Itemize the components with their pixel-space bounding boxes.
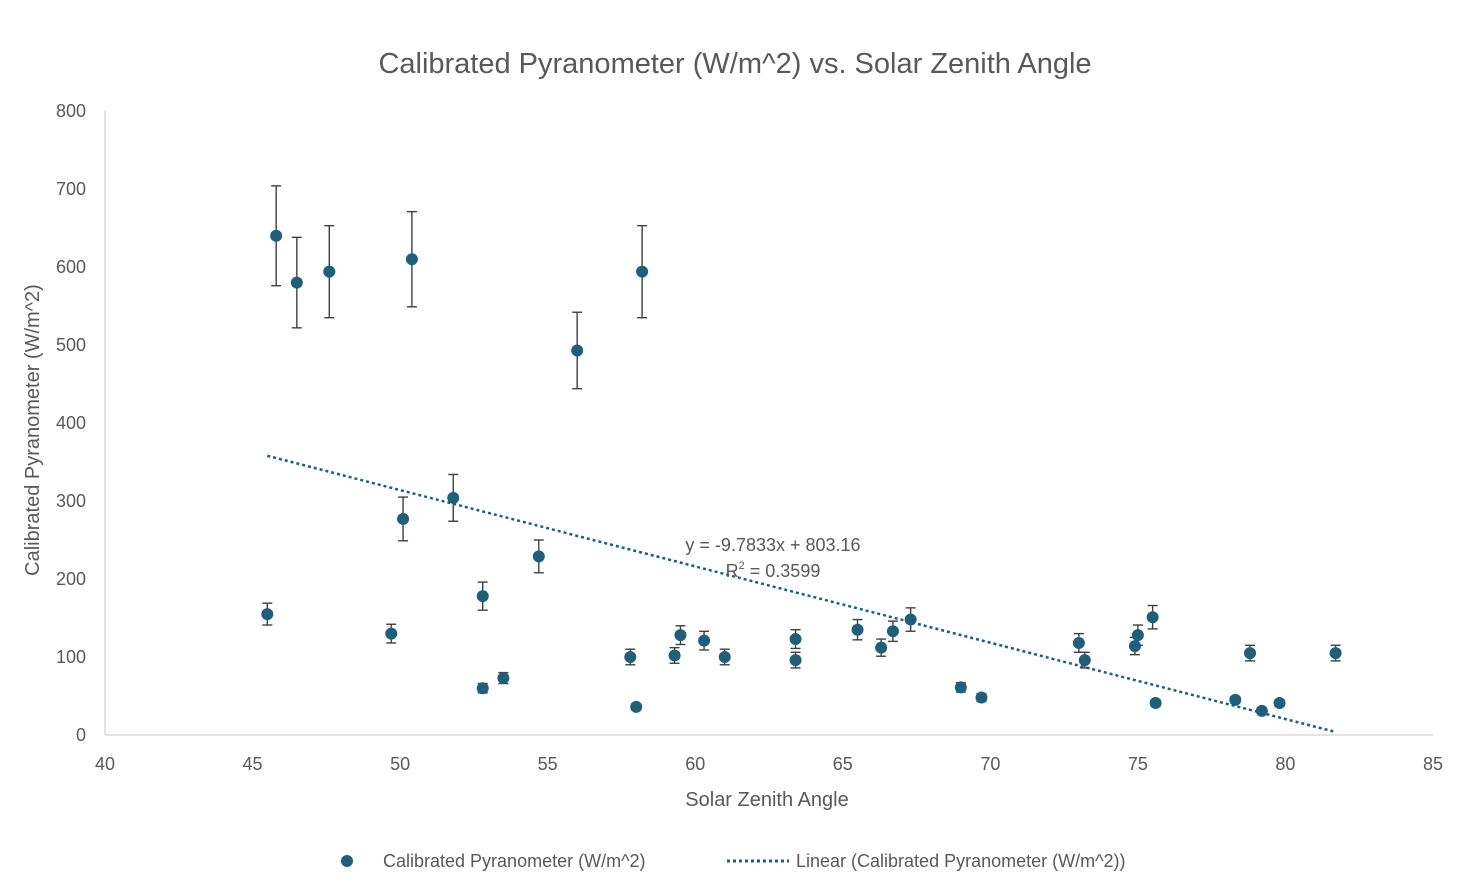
y-tick-label: 200: [56, 569, 86, 589]
legend-marker-series: [341, 855, 353, 867]
y-axis-title: Calibrated Pyranometer (W/m^2): [22, 284, 44, 576]
data-point: [1128, 640, 1141, 653]
data-point: [1146, 611, 1159, 624]
data-point: [476, 590, 489, 603]
trendline-r-squared: R2 = 0.3599: [726, 560, 821, 581]
trendline-equation: y = -9.7833x + 803.16: [685, 535, 860, 555]
data-point: [636, 265, 649, 278]
data-point: [323, 265, 336, 278]
axes: [104, 111, 1433, 736]
data-point: [1255, 704, 1268, 717]
data-point: [851, 623, 864, 636]
data-point: [789, 633, 802, 646]
data-point: [1244, 647, 1257, 660]
data-point: [497, 672, 510, 685]
data-point: [718, 651, 731, 663]
data-point: [975, 691, 988, 704]
chart-title: Calibrated Pyranometer (W/m^2) vs. Solar…: [378, 48, 1091, 80]
x-axis-title: Solar Zenith Angle: [685, 789, 848, 811]
data-point: [405, 253, 418, 266]
data-point: [886, 625, 899, 638]
x-tick-label: 55: [538, 754, 558, 774]
trendline: [266, 454, 1336, 734]
y-tick-label: 100: [56, 647, 86, 667]
y-tick-labels: 0 100 200 300 400 500 600 700 800: [56, 101, 86, 745]
data-point: [904, 613, 917, 626]
data-point: [1072, 636, 1085, 649]
y-tick-label: 500: [56, 335, 86, 355]
data-point: [789, 654, 802, 667]
data-point: [447, 491, 460, 504]
data-point: [261, 608, 274, 621]
error-bars: [262, 185, 1341, 714]
data-points: [261, 229, 1342, 717]
data-point: [674, 629, 687, 642]
data-point: [624, 651, 637, 663]
data-point: [476, 682, 489, 695]
y-tick-label: 0: [76, 725, 86, 745]
data-point: [954, 681, 967, 694]
x-tick-label: 50: [390, 754, 410, 774]
x-tick-label: 45: [243, 754, 263, 774]
trendline-line: [266, 454, 1336, 734]
data-point: [290, 276, 303, 289]
x-tick-label: 75: [1128, 754, 1148, 774]
data-point: [630, 700, 643, 713]
x-tick-label: 85: [1423, 754, 1443, 774]
y-tick-label: 300: [56, 491, 86, 511]
data-point: [1131, 629, 1144, 642]
data-point: [1149, 697, 1162, 710]
r2-prefix: R: [726, 561, 739, 581]
legend-label-trendline: Linear (Calibrated Pyranometer (W/m^2)): [796, 851, 1126, 871]
x-tick-label: 70: [980, 754, 1000, 774]
y-tick-label: 800: [56, 101, 86, 121]
data-point: [1078, 654, 1091, 667]
y-tick-label: 400: [56, 413, 86, 433]
x-tick-label: 60: [685, 754, 705, 774]
legend: Calibrated Pyranometer (W/m^2) Linear (C…: [341, 851, 1126, 871]
data-point: [1273, 697, 1286, 710]
data-point: [532, 550, 545, 563]
data-point: [1329, 647, 1342, 660]
x-tick-label: 80: [1275, 754, 1295, 774]
x-tick-label: 40: [95, 754, 115, 774]
r2-superscript: 2: [739, 560, 745, 572]
data-point: [668, 649, 681, 662]
data-point: [385, 627, 398, 640]
y-tick-label: 600: [56, 257, 86, 277]
data-point: [875, 641, 888, 654]
data-point: [571, 344, 584, 357]
x-tick-labels: 40 45 50 55 60 65 70 75 80 85: [95, 754, 1443, 774]
legend-label-series: Calibrated Pyranometer (W/m^2): [383, 851, 646, 871]
data-point: [270, 229, 283, 242]
data-point: [1229, 693, 1242, 706]
data-point: [397, 512, 410, 525]
r2-suffix: = 0.3599: [745, 561, 821, 581]
y-tick-label: 700: [56, 179, 86, 199]
data-point: [698, 634, 711, 647]
x-tick-label: 65: [833, 754, 853, 774]
